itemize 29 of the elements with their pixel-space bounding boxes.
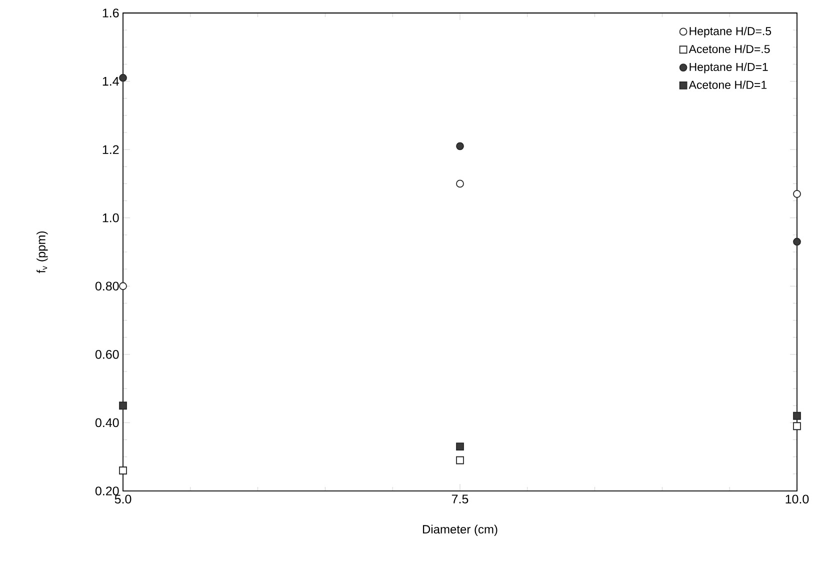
- point: [119, 74, 127, 82]
- point: [456, 456, 464, 464]
- legend-label: Acetone H/D=1: [688, 80, 767, 89]
- point: [456, 142, 464, 150]
- point: [793, 412, 801, 420]
- x-tick-label: 7.5: [452, 494, 468, 504]
- point: [456, 180, 464, 188]
- y-tick-label: 0.80: [95, 282, 119, 291]
- y-tick-label: 0.60: [95, 350, 119, 359]
- y-tick-label: 1.0: [102, 213, 119, 222]
- point: [456, 442, 464, 451]
- legend-label: Heptane H/D=1: [690, 62, 768, 74]
- y-tick-label: 0.40: [95, 418, 119, 428]
- y-tick-label: 1.6: [102, 8, 119, 18]
- legend-label: Heptane H/D=.5: [690, 26, 772, 38]
- y-tick-label: 1.4: [102, 76, 119, 86]
- legend-label: Acetone H/D=.5: [688, 44, 770, 54]
- y-tick-label: 1.2: [102, 145, 119, 154]
- y-axis-title: f$_{v}$ (ppm): [36, 231, 48, 274]
- x-tick-label: 10.0: [786, 494, 809, 504]
- point: [119, 466, 127, 474]
- point: [793, 238, 801, 246]
- x-tick-label: 5.0: [114, 494, 132, 504]
- point: [793, 422, 801, 430]
- y-tick-label: 0.20: [95, 486, 119, 496]
- x-axis-title: Diameter (cm): [422, 524, 498, 536]
- point: [793, 190, 801, 198]
- point: [119, 282, 127, 290]
- point: [119, 402, 127, 410]
